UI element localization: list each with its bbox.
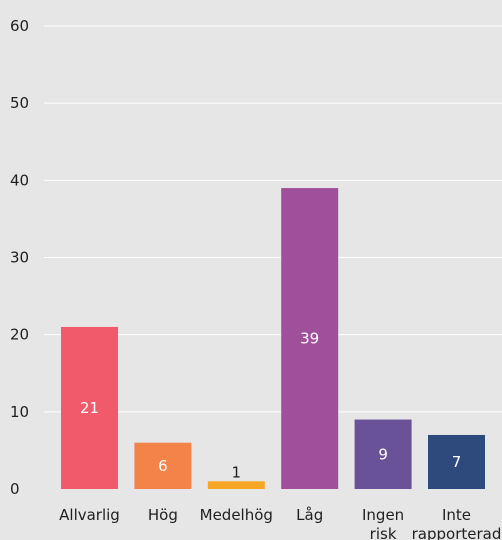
bar-value-label: 9 [378, 445, 388, 463]
bar-value-label: 39 [300, 330, 319, 348]
bar-value-label: 1 [232, 463, 242, 481]
bar [428, 434, 485, 489]
bar-value-label: 6 [158, 457, 168, 475]
y-tick-label: 60 [10, 17, 29, 35]
x-category-label: Låg [296, 506, 323, 524]
x-category-label-line: risk [370, 525, 397, 540]
x-category-label-line: rapporterad [412, 525, 502, 540]
y-tick-label: 20 [10, 326, 29, 344]
x-category-label: Medelhög [200, 506, 273, 524]
bar-value-label: 21 [80, 399, 99, 417]
bar-value-label: 7 [452, 453, 462, 471]
x-category-label: Inte rapporterad [412, 506, 502, 540]
bar [61, 326, 118, 489]
labels: 0 10 20 30 40 50 60 21 Allvarlig 6 Hög 1 Medelhög 39 L… [10, 17, 501, 540]
bar [207, 481, 265, 489]
x-category-label: Hög [148, 506, 178, 524]
y-tick-label: 40 [10, 171, 29, 189]
bar [281, 188, 339, 490]
x-category-label: Allvarlig [59, 506, 120, 524]
x-category-label-line: Ingen [362, 506, 404, 524]
x-category-label-line: Låg [296, 506, 323, 524]
grid [44, 25, 502, 413]
x-category-label-line: Hög [148, 506, 178, 524]
y-tick-label: 10 [10, 403, 29, 421]
y-tick-label: 50 [10, 94, 29, 112]
bar [134, 442, 192, 489]
x-category-label-line: Allvarlig [59, 506, 120, 524]
bars [61, 188, 485, 490]
x-category-label-line: Medelhög [200, 506, 273, 524]
bar [354, 419, 412, 489]
y-tick-label: 30 [10, 249, 29, 267]
y-tick-label: 0 [10, 480, 20, 498]
x-category-label-line: Inte [442, 506, 471, 524]
x-category-label: Ingen risk [362, 506, 404, 540]
